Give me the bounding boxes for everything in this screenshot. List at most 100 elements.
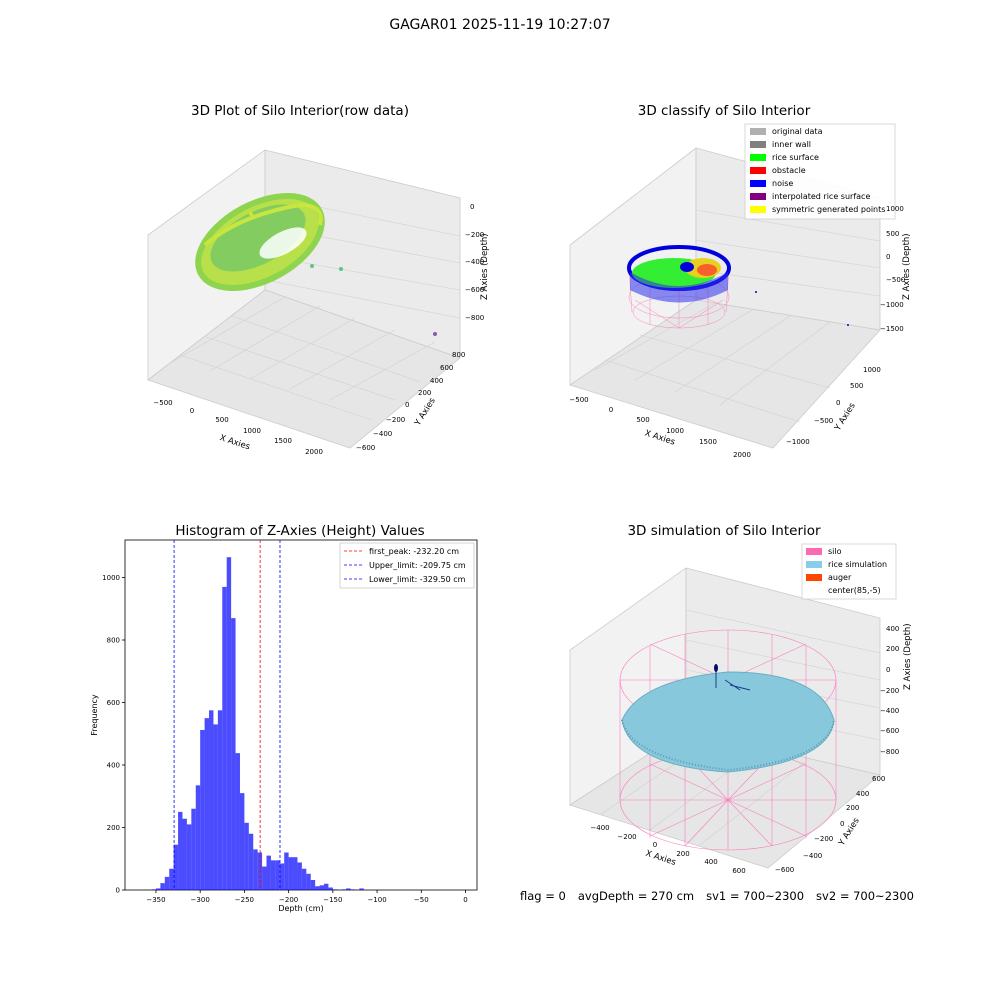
histogram-bar <box>186 824 192 890</box>
histogram-bar <box>270 860 276 890</box>
raw-y-ticks: −600 −400 −200 0 200 400 600 800 <box>356 351 465 452</box>
y-tick: 600 <box>440 364 453 372</box>
legend-swatch <box>750 193 766 200</box>
histogram-bar <box>293 857 298 890</box>
histogram-bar <box>239 793 245 890</box>
histogram-bar <box>315 886 320 890</box>
histogram-plot-area <box>124 539 478 891</box>
legend-swatch <box>806 574 822 581</box>
legend-entry-lower-limit: Lower_limit: -329.50 cm <box>369 575 466 584</box>
y-tick: 200 <box>846 804 859 812</box>
raw-point-cloud <box>195 193 437 336</box>
histogram-bar <box>262 866 267 890</box>
y-tick: −200 <box>386 416 405 424</box>
raw-x-ticks: −500 0 500 1000 1500 2000 <box>153 399 323 456</box>
x-tick: 0 <box>609 406 613 414</box>
histogram-bar <box>155 888 161 890</box>
simulation-x-ticks: −400 −200 0 200 400 600 <box>590 824 745 875</box>
histogram-bar <box>301 868 307 890</box>
x-tick: 2000 <box>733 451 751 459</box>
histogram-bar <box>310 880 316 890</box>
status-sv1: sv1 = 700~2300 <box>706 889 805 903</box>
legend-entry-rice-simulation: rice simulation <box>828 560 887 569</box>
classify-panel-title: 3D classify of Silo Interior <box>637 103 811 119</box>
legend-swatch <box>806 548 822 555</box>
y-tick: 500 <box>850 382 863 390</box>
histogram-bar <box>359 888 364 890</box>
histogram-bar <box>284 852 289 890</box>
legend-swatch <box>750 167 766 174</box>
z-tick: −1000 <box>880 301 904 309</box>
x-tick: −400 <box>590 824 609 832</box>
legend-swatch <box>806 561 822 568</box>
legend-entry-upper-limit: Upper_limit: -209.75 cm <box>369 561 466 570</box>
histogram-bar <box>279 863 285 890</box>
y-tick-label: 600 <box>107 699 120 707</box>
histogram-bar <box>209 710 214 890</box>
raw-x-label: X Axies <box>218 433 251 452</box>
x-tick: 2000 <box>305 448 323 456</box>
classify-x-ticks: −500 0 500 1000 1500 2000 <box>569 396 751 459</box>
simulation-3d-plot: silo rice simulation auger center(85,-5)… <box>569 543 913 875</box>
legend-entry-silo: silo <box>828 547 842 556</box>
y-tick: 800 <box>452 351 465 359</box>
z-tick: −600 <box>880 727 899 735</box>
simulation-z-ticks: 400 200 0 −200 −400 −600 −800 <box>880 625 899 756</box>
y-tick: 1000 <box>863 366 881 374</box>
histogram-y-ticks: 0 200 400 600 800 1000 <box>102 574 125 895</box>
histogram-bar <box>323 883 329 890</box>
legend-entry-center: center(85,-5) <box>828 586 881 595</box>
histogram-bar <box>235 753 240 890</box>
histogram-bar <box>178 811 183 890</box>
legend-swatch <box>750 128 766 135</box>
histogram-bar <box>173 844 179 890</box>
legend-swatch <box>750 206 766 213</box>
y-tick: 0 <box>405 401 409 409</box>
x-tick: −200 <box>617 833 636 841</box>
y-tick: −500 <box>814 417 833 425</box>
histogram-bar <box>346 888 351 890</box>
simulation-auger <box>714 664 718 688</box>
x-tick: 500 <box>215 416 228 424</box>
legend-swatch <box>750 180 766 187</box>
y-tick-label: 200 <box>107 824 120 832</box>
x-tick: 400 <box>704 858 717 866</box>
x-tick: 200 <box>676 850 689 858</box>
z-tick: 400 <box>886 625 899 633</box>
classify-legend: original data inner wall rice surface ob… <box>744 123 896 220</box>
raw-3d-plot: −500 0 500 1000 1500 2000 X Axies −600 −… <box>147 149 490 456</box>
histogram-title: Histogram of Z-Axies (Height) Values <box>175 523 425 539</box>
x-tick: 600 <box>732 867 745 875</box>
histogram-y-label: Frequency <box>90 694 99 736</box>
legend-entry-first-peak: first_peak: -232.20 cm <box>369 547 459 556</box>
legend-entry-rice-surface: rice surface <box>772 153 819 162</box>
z-tick: −400 <box>880 707 899 715</box>
raw-z-label: Z Axies (Depth) <box>480 233 490 300</box>
histogram-bar <box>160 883 165 890</box>
histogram-bar <box>222 586 227 890</box>
x-tick-label: 0 <box>463 896 467 904</box>
histogram-legend: first_peak: -232.20 cm Upper_limit: -209… <box>339 542 475 589</box>
y-tick-label: 0 <box>116 887 120 895</box>
histogram-bar <box>341 889 347 890</box>
histogram-bar <box>200 730 205 890</box>
legend-swatch <box>750 154 766 161</box>
x-tick: 500 <box>636 416 649 424</box>
x-tick: −500 <box>569 396 588 404</box>
histogram-bar <box>297 862 302 890</box>
histogram-bar <box>350 889 355 890</box>
histogram-bar <box>169 868 174 890</box>
raw-z-ticks: 0 −200 −400 −600 −800 <box>465 203 484 322</box>
histogram-bar <box>226 557 232 890</box>
histogram-bar <box>253 849 258 890</box>
simulation-z-label: Z Axies (Depth) <box>903 623 913 690</box>
z-tick: −1500 <box>880 325 904 333</box>
y-tick: −600 <box>356 444 375 452</box>
x-tick-label: −150 <box>323 896 342 904</box>
z-tick: 1000 <box>886 205 904 213</box>
histogram-bar <box>266 855 271 890</box>
y-tick: −600 <box>775 866 794 874</box>
histogram-bar <box>164 876 170 890</box>
simulation-legend: silo rice simulation auger center(85,-5) <box>801 543 897 600</box>
